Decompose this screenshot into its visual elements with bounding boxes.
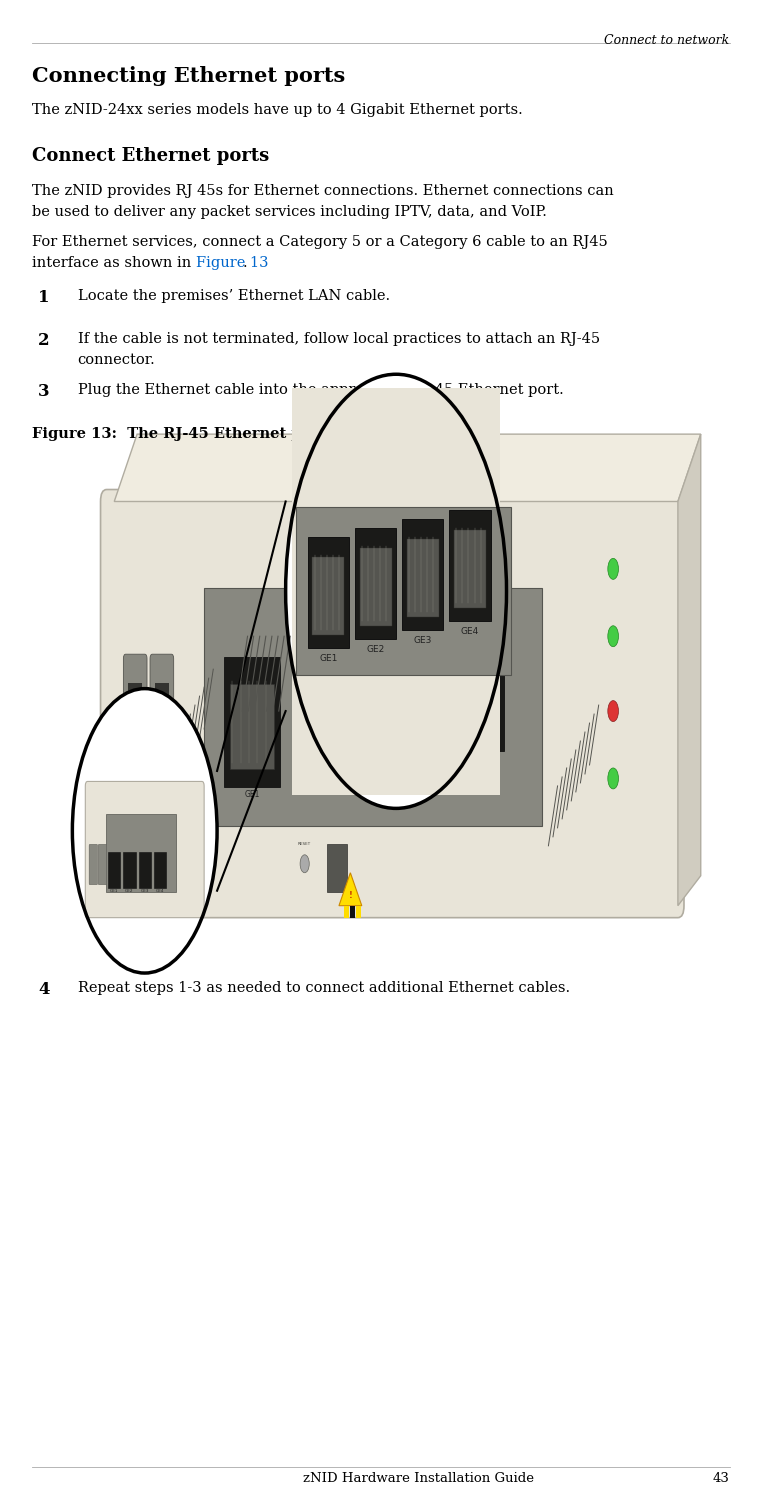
Text: Locate the premises’ Ethernet LAN cable.: Locate the premises’ Ethernet LAN cable. bbox=[78, 289, 390, 302]
FancyBboxPatch shape bbox=[128, 683, 143, 746]
FancyBboxPatch shape bbox=[402, 519, 443, 630]
FancyBboxPatch shape bbox=[379, 660, 423, 746]
Text: GE1: GE1 bbox=[244, 790, 260, 799]
Text: Repeat steps 1-3 as needed to connect additional Ethernet cables.: Repeat steps 1-3 as needed to connect ad… bbox=[78, 981, 570, 994]
FancyBboxPatch shape bbox=[155, 683, 169, 746]
Text: GE1: GE1 bbox=[319, 654, 338, 663]
Text: Figure 13: Figure 13 bbox=[196, 256, 268, 269]
Text: The zNID-24xx series models have up to 4 Gigabit Ethernet ports.: The zNID-24xx series models have up to 4… bbox=[32, 103, 523, 117]
Text: GE2: GE2 bbox=[125, 889, 133, 894]
Circle shape bbox=[300, 855, 309, 873]
Text: interface as shown in: interface as shown in bbox=[32, 256, 196, 269]
Text: GE4: GE4 bbox=[468, 754, 483, 763]
Polygon shape bbox=[678, 434, 701, 906]
Text: Plug the Ethernet cable into the appropriate RJ-45 Ethernet port.: Plug the Ethernet cable into the appropr… bbox=[78, 383, 564, 397]
FancyBboxPatch shape bbox=[86, 781, 204, 918]
Text: zNID Hardware Installation Guide: zNID Hardware Installation Guide bbox=[304, 1472, 534, 1485]
Text: GE2: GE2 bbox=[319, 778, 335, 787]
Text: GE4: GE4 bbox=[156, 889, 164, 894]
Text: GE2: GE2 bbox=[366, 645, 385, 654]
FancyBboxPatch shape bbox=[454, 648, 498, 734]
Text: GE3: GE3 bbox=[140, 889, 149, 894]
Circle shape bbox=[608, 768, 618, 789]
Text: Connect Ethernet ports: Connect Ethernet ports bbox=[32, 147, 269, 165]
FancyBboxPatch shape bbox=[108, 852, 120, 888]
FancyBboxPatch shape bbox=[454, 530, 486, 608]
Text: !: ! bbox=[348, 891, 352, 900]
Text: connector.: connector. bbox=[78, 353, 156, 367]
FancyBboxPatch shape bbox=[355, 528, 396, 639]
FancyBboxPatch shape bbox=[345, 906, 348, 918]
FancyBboxPatch shape bbox=[312, 557, 345, 635]
Text: Figure 13:  The RJ-45 Ethernet ports.: Figure 13: The RJ-45 Ethernet ports. bbox=[32, 427, 339, 440]
FancyBboxPatch shape bbox=[292, 388, 500, 795]
Circle shape bbox=[608, 558, 618, 579]
Text: Connecting Ethernet ports: Connecting Ethernet ports bbox=[32, 66, 345, 85]
Text: RESET: RESET bbox=[298, 841, 311, 846]
FancyBboxPatch shape bbox=[359, 548, 392, 626]
FancyBboxPatch shape bbox=[305, 672, 348, 757]
FancyBboxPatch shape bbox=[230, 684, 274, 769]
Text: For Ethernet services, connect a Category 5 or a Category 6 cable to an RJ45: For Ethernet services, connect a Categor… bbox=[32, 235, 608, 249]
FancyBboxPatch shape bbox=[150, 654, 173, 760]
Text: GE3: GE3 bbox=[413, 636, 432, 645]
FancyBboxPatch shape bbox=[298, 645, 355, 775]
Circle shape bbox=[608, 701, 618, 722]
Text: POTS2: POTS2 bbox=[153, 762, 170, 766]
Text: GE4: GE4 bbox=[461, 627, 479, 636]
FancyBboxPatch shape bbox=[308, 537, 348, 648]
FancyBboxPatch shape bbox=[224, 657, 281, 787]
FancyBboxPatch shape bbox=[89, 844, 97, 885]
Text: be used to deliver any packet services including IPTV, data, and VoIP.: be used to deliver any packet services i… bbox=[32, 205, 547, 219]
FancyBboxPatch shape bbox=[373, 633, 429, 763]
FancyBboxPatch shape bbox=[123, 852, 136, 888]
Polygon shape bbox=[114, 434, 701, 501]
Circle shape bbox=[285, 374, 507, 808]
FancyBboxPatch shape bbox=[139, 852, 151, 888]
FancyBboxPatch shape bbox=[350, 906, 355, 918]
Text: GE3: GE3 bbox=[394, 766, 409, 775]
Text: 1: 1 bbox=[38, 289, 49, 305]
FancyBboxPatch shape bbox=[448, 621, 504, 751]
FancyBboxPatch shape bbox=[154, 852, 166, 888]
FancyBboxPatch shape bbox=[98, 844, 106, 885]
FancyBboxPatch shape bbox=[123, 654, 147, 760]
FancyBboxPatch shape bbox=[204, 588, 542, 826]
FancyBboxPatch shape bbox=[407, 539, 439, 617]
Polygon shape bbox=[339, 873, 362, 906]
Text: If the cable is not terminated, follow local practices to attach an RJ-45: If the cable is not terminated, follow l… bbox=[78, 332, 600, 346]
Text: POTS1: POTS1 bbox=[127, 762, 143, 766]
FancyBboxPatch shape bbox=[449, 510, 490, 621]
FancyBboxPatch shape bbox=[106, 814, 176, 892]
Text: 4: 4 bbox=[38, 981, 49, 997]
Text: 3: 3 bbox=[38, 383, 49, 400]
FancyBboxPatch shape bbox=[356, 906, 361, 918]
FancyBboxPatch shape bbox=[327, 844, 347, 892]
FancyBboxPatch shape bbox=[100, 490, 684, 918]
Text: Connect to network: Connect to network bbox=[604, 34, 729, 48]
Text: .: . bbox=[243, 256, 247, 269]
FancyBboxPatch shape bbox=[296, 507, 511, 675]
Text: The zNID provides RJ 45s for Ethernet connections. Ethernet connections can: The zNID provides RJ 45s for Ethernet co… bbox=[32, 184, 614, 198]
Circle shape bbox=[608, 626, 618, 647]
Text: 2: 2 bbox=[38, 332, 49, 349]
Circle shape bbox=[72, 689, 217, 973]
Text: GE1: GE1 bbox=[110, 889, 119, 894]
Text: 43: 43 bbox=[713, 1472, 729, 1485]
